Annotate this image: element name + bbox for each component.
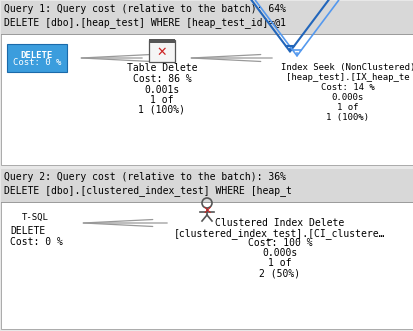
- Text: DELETE [dbo].[clustered_index_test] WHERE [heap_t: DELETE [dbo].[clustered_index_test] WHER…: [4, 185, 291, 196]
- Text: 1 of: 1 of: [337, 103, 358, 112]
- Text: Cost: 100 %: Cost: 100 %: [247, 238, 311, 248]
- Text: Clustered Index Delete: Clustered Index Delete: [215, 218, 344, 228]
- Text: Cost: 14 %: Cost: 14 %: [320, 83, 374, 92]
- Text: Cost: 0 %: Cost: 0 %: [10, 237, 63, 247]
- Text: 2 (50%): 2 (50%): [259, 268, 300, 278]
- FancyBboxPatch shape: [1, 1, 412, 34]
- FancyBboxPatch shape: [1, 169, 412, 202]
- Text: 0.000s: 0.000s: [331, 93, 363, 102]
- Text: Cost: 0 %: Cost: 0 %: [13, 58, 61, 67]
- FancyBboxPatch shape: [149, 40, 175, 62]
- Text: [clustered_index_test].[CI_clustere…: [clustered_index_test].[CI_clustere…: [174, 228, 385, 239]
- Text: 1 (100%): 1 (100%): [138, 105, 185, 115]
- FancyBboxPatch shape: [1, 1, 412, 165]
- Text: Cost: 86 %: Cost: 86 %: [132, 74, 191, 84]
- Text: ✕: ✕: [157, 45, 167, 59]
- Text: 1 of: 1 of: [268, 258, 291, 268]
- Text: T-SQL: T-SQL: [35, 46, 62, 55]
- Text: Table Delete: Table Delete: [126, 63, 197, 73]
- Text: ✕: ✕: [202, 206, 211, 216]
- Text: DELETE: DELETE: [10, 226, 45, 236]
- Text: Index Seek (NonClustered): Index Seek (NonClustered): [280, 63, 413, 72]
- Text: DELETE [dbo].[heap_test] WHERE [heap_test_id]=@1: DELETE [dbo].[heap_test] WHERE [heap_tes…: [4, 17, 285, 28]
- Text: 0.001s: 0.001s: [144, 85, 179, 95]
- FancyBboxPatch shape: [1, 169, 412, 329]
- Text: 0.000s: 0.000s: [262, 248, 297, 258]
- Text: Query 2: Query cost (relative to the batch): 36%: Query 2: Query cost (relative to the bat…: [4, 172, 285, 182]
- Text: Query 1: Query cost (relative to the batch): 64%: Query 1: Query cost (relative to the bat…: [4, 4, 285, 14]
- Text: 1 of: 1 of: [150, 95, 173, 105]
- Text: T-SQL: T-SQL: [22, 213, 49, 222]
- Text: 1 (100%): 1 (100%): [326, 113, 369, 122]
- Text: [heap_test].[IX_heap_te: [heap_test].[IX_heap_te: [285, 73, 409, 82]
- Text: DELETE: DELETE: [21, 51, 53, 60]
- FancyBboxPatch shape: [7, 44, 67, 72]
- FancyBboxPatch shape: [149, 39, 175, 43]
